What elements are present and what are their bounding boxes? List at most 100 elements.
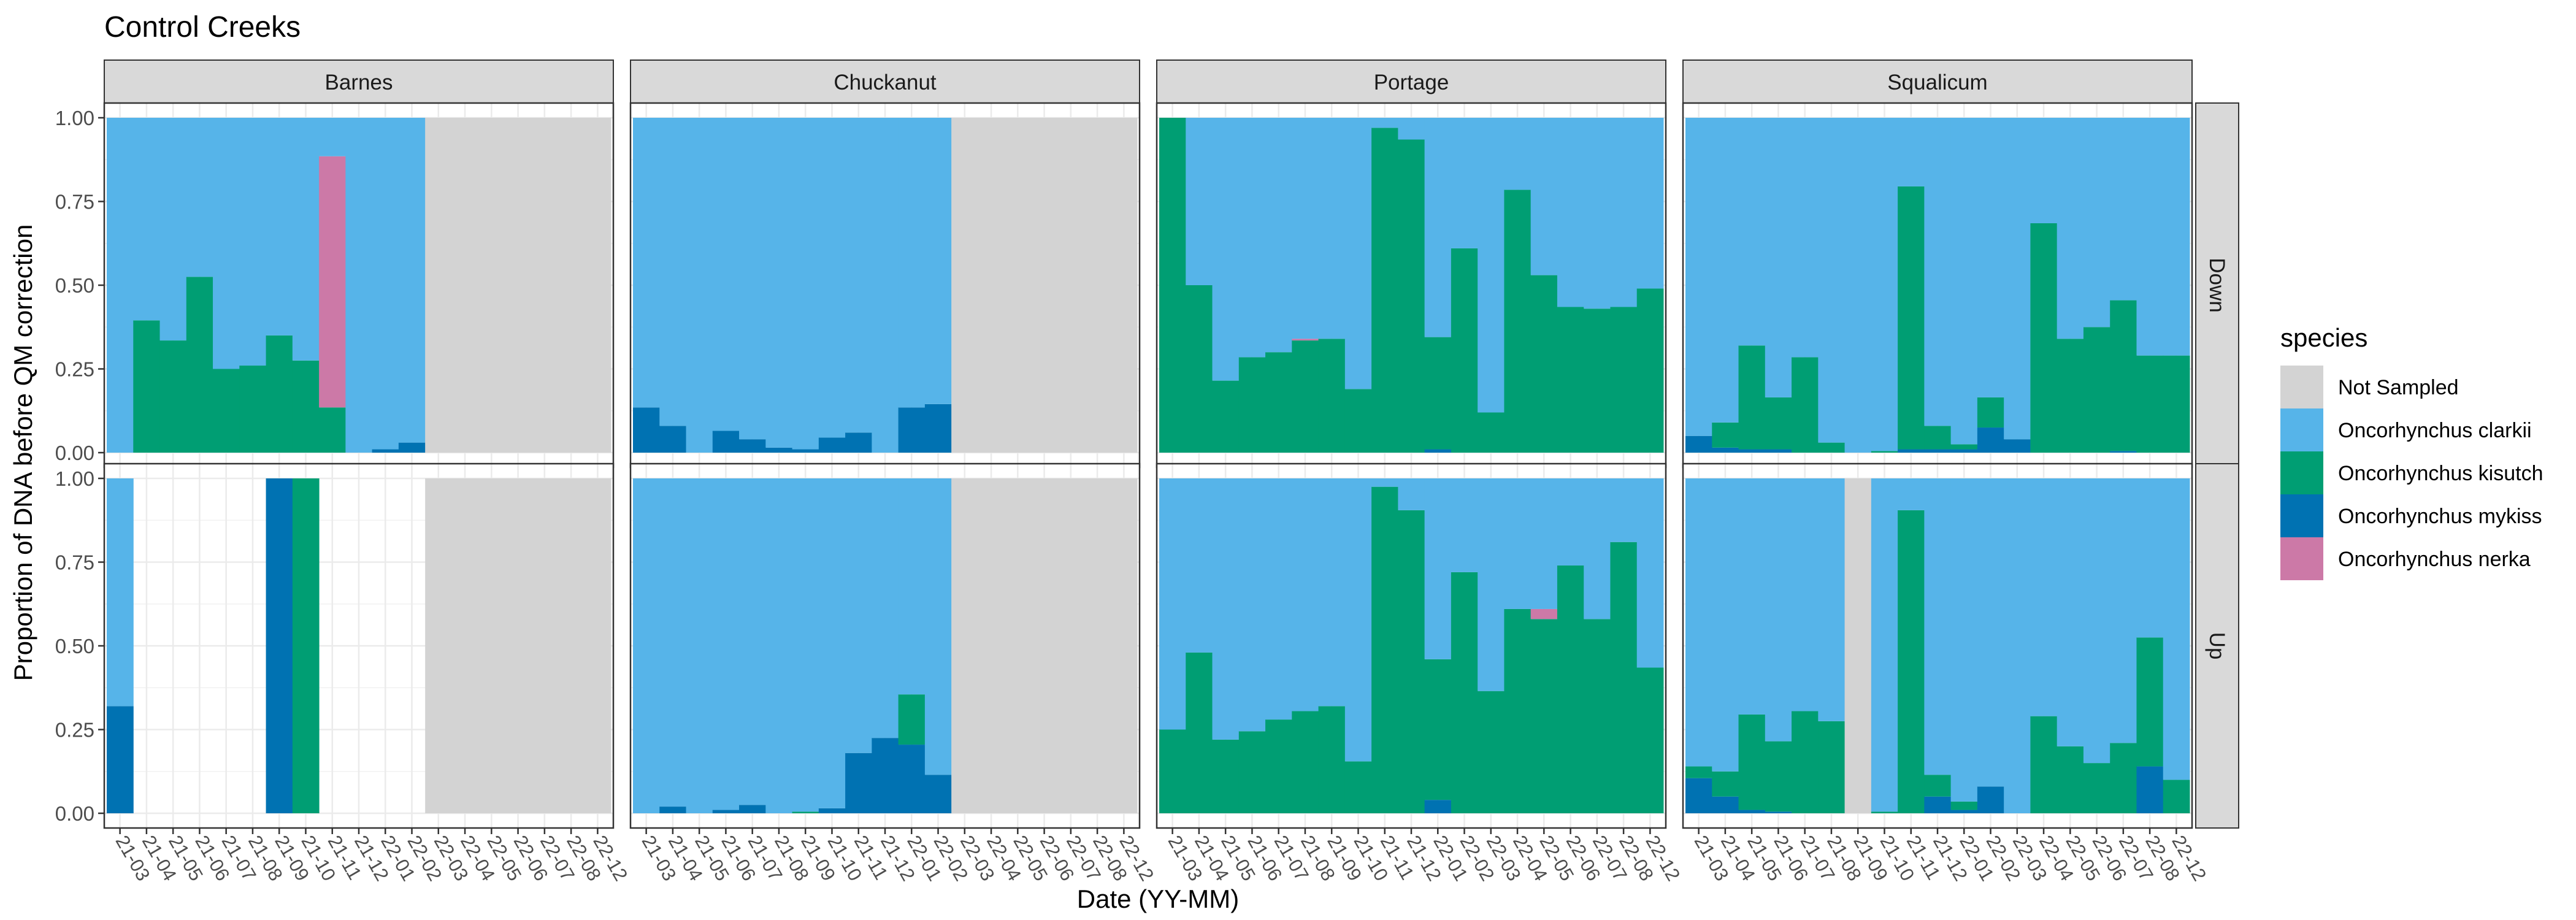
bar-segment-kisutch: [2083, 327, 2110, 453]
facet-strip-label: Squalicum: [1887, 71, 1987, 94]
bar-segment-mykiss: [266, 478, 293, 813]
bar-not-sampled: [558, 118, 585, 453]
bar-segment-kisutch: [2163, 780, 2190, 813]
bar-segment-clarkii: [1584, 118, 1611, 309]
bar-segment-kisutch: [1371, 128, 1398, 453]
bar-segment-clarkii: [159, 118, 187, 341]
bar-segment-clarkii: [1238, 478, 1266, 732]
bar-segment-clarkii: [633, 478, 660, 813]
bar-segment-clarkii: [712, 478, 740, 810]
bar-segment-clarkii: [1557, 118, 1584, 307]
bar-segment-clarkii: [686, 118, 713, 453]
bar-segment-clarkii: [319, 118, 346, 156]
bar-segment-mykiss: [765, 447, 793, 453]
bar-not-sampled: [1084, 118, 1111, 453]
bar-segment-mykiss: [1765, 811, 1792, 813]
bar-not-sampled: [1004, 478, 1032, 813]
facet-panel: 21-0321-0421-0521-0621-0721-0821-0921-10…: [1156, 462, 1684, 884]
bar-segment-clarkii: [1344, 118, 1372, 389]
y-tick-label: 0.75: [55, 551, 94, 574]
bar-segment-clarkii: [765, 478, 793, 813]
bar-segment-mykiss: [924, 775, 952, 813]
bar-segment-clarkii: [1451, 118, 1478, 248]
bar-segment-kisutch: [1212, 739, 1240, 813]
bar-segment-mykiss: [1924, 449, 1952, 453]
facet-strip-label: Chuckanut: [834, 71, 937, 94]
bar-segment-clarkii: [1530, 478, 1558, 609]
bar-not-sampled: [1844, 478, 1872, 813]
bar-segment-clarkii: [2030, 118, 2058, 223]
facet-strip-label: Barnes: [325, 71, 393, 94]
bar-not-sampled: [1030, 118, 1058, 453]
bar-segment-clarkii: [1871, 478, 1898, 812]
bar-segment-clarkii: [213, 118, 240, 369]
bar-segment-clarkii: [1186, 118, 1213, 285]
bar-segment-clarkii: [1871, 118, 1898, 451]
bar-segment-kisutch: [1424, 659, 1452, 800]
bar-segment-kisutch: [2163, 355, 2190, 453]
legend-key: [2280, 494, 2323, 537]
bar-segment-clarkii: [107, 118, 134, 453]
bar-segment-clarkii: [1584, 478, 1611, 619]
bar-segment-kisutch: [1685, 766, 1712, 778]
bar-segment-clarkii: [345, 118, 373, 453]
bar-segment-mykiss: [924, 404, 952, 453]
bar-segment-clarkii: [845, 478, 872, 753]
y-tick-label: 0.00: [55, 802, 94, 825]
facet-panel: [1682, 102, 2193, 469]
bar-segment-mykiss: [845, 753, 872, 813]
bar-segment-mykiss: [1898, 449, 1925, 453]
legend-key: [2280, 408, 2323, 451]
bar-segment-clarkii: [818, 478, 846, 808]
facet-panel: [629, 102, 1141, 469]
bar-segment-mykiss: [845, 432, 872, 453]
bar-segment-kisutch: [1478, 412, 1505, 453]
bar-segment-clarkii: [1818, 118, 1846, 443]
bar-not-sampled: [978, 118, 1005, 453]
bar-segment-mykiss: [712, 431, 740, 453]
bar-segment-mykiss: [1424, 800, 1452, 813]
bar-segment-clarkii: [1318, 478, 1346, 707]
y-tick-label: 0.50: [55, 635, 94, 657]
bar-segment-mykiss: [398, 442, 426, 453]
bar-segment-clarkii: [792, 478, 819, 812]
bar-segment-clarkii: [633, 118, 660, 408]
bar-segment-clarkii: [1212, 478, 1240, 740]
bar-not-sampled: [951, 478, 978, 813]
bar-segment-clarkii: [1712, 118, 1739, 423]
bar-not-sampled: [584, 118, 611, 453]
bar-segment-clarkii: [898, 118, 926, 408]
bar-segment-clarkii: [2057, 478, 2084, 746]
bar-segment-clarkii: [1610, 478, 1638, 542]
bar-segment-kisutch: [1238, 357, 1266, 453]
facet-panel: 21-0321-0421-0521-0621-0721-0821-0921-10…: [1682, 462, 2210, 884]
bar-segment-clarkii: [1478, 118, 1505, 413]
bar-segment-clarkii: [818, 118, 846, 438]
bar-segment-mykiss: [107, 706, 134, 813]
bar-segment-nerka: [1292, 339, 1319, 341]
bar-segment-kisutch: [1792, 357, 1819, 453]
legend-key: [2280, 537, 2323, 580]
bar-segment-clarkii: [1212, 118, 1240, 381]
facet-strip-label: Portage: [1374, 71, 1449, 94]
bar-not-sampled: [558, 478, 585, 813]
bar-segment-clarkii: [2136, 118, 2164, 356]
bar-segment-kisutch: [1344, 761, 1372, 813]
bar-segment-kisutch: [1159, 729, 1186, 813]
facet-strip: [1156, 59, 1666, 104]
legend-label: Oncorhynchus nerka: [2338, 548, 2531, 571]
bar-segment-clarkii: [1844, 118, 1872, 453]
bar-segment-kisutch: [1950, 444, 1978, 450]
facet-panel: 0.000.250.500.751.0021-0321-0421-0521-06…: [55, 462, 632, 884]
bar-segment-mykiss: [2004, 439, 2031, 453]
bar-segment-nerka: [1530, 608, 1558, 619]
bar-segment-kisutch: [1557, 565, 1584, 813]
bar-segment-kisutch: [1530, 275, 1558, 453]
bar-segment-kisutch: [1610, 307, 1638, 453]
bar-segment-kisutch: [2110, 743, 2137, 813]
bar-segment-kisutch: [1318, 339, 1346, 453]
bar-segment-clarkii: [2136, 478, 2164, 638]
bar-segment-clarkii: [1898, 118, 1925, 186]
bar-segment-clarkii: [872, 478, 899, 738]
bar-segment-kisutch: [1398, 139, 1425, 453]
